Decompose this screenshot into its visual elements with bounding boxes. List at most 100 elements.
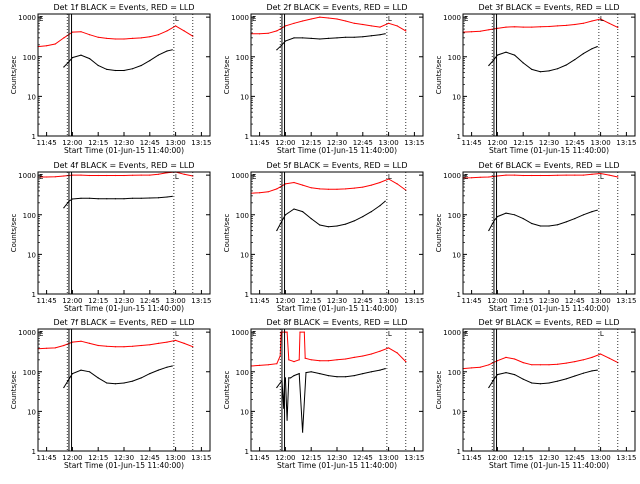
lld-point [63, 344, 65, 347]
panel-det-8: Det 8f BLACK = Events, RED = LLD E L 1 10 100… [223, 318, 424, 470]
y-tick-label: 1 [457, 448, 461, 456]
events-point [63, 386, 65, 389]
lld-point [284, 331, 286, 333]
events-point [574, 375, 576, 377]
events-point [557, 224, 559, 226]
x-tick-label: 12:45 [140, 297, 160, 305]
y-tick-label: 100 [236, 212, 249, 220]
lld-point [80, 340, 82, 342]
lld-point [479, 366, 481, 368]
x-tick-label: 13:00 [166, 454, 186, 462]
x-tick-label: 13:15 [616, 139, 636, 147]
x-tick-label: 12:30 [114, 139, 134, 147]
x-tick-label: 12:45 [353, 297, 373, 305]
y-tick-label: 1000 [231, 172, 249, 180]
x-tick-label: 12:00 [487, 139, 507, 147]
events-point [286, 419, 288, 421]
events-point [132, 197, 134, 199]
events-point [140, 64, 142, 67]
marker-e: E [252, 330, 256, 338]
lld-point [166, 341, 168, 343]
x-tick-label: 11:45 [250, 139, 270, 147]
lld-point [140, 174, 142, 176]
x-tick-label: 12:15 [513, 454, 533, 462]
panel-title: Det 8f BLACK = Events, RED = LLD [266, 318, 407, 327]
events-point [149, 197, 151, 199]
lld-point [345, 188, 347, 190]
events-point [336, 376, 338, 378]
y-tick-label: 1 [457, 291, 461, 299]
lld-point [123, 174, 125, 177]
events-point [591, 370, 593, 372]
lld-point [471, 31, 473, 33]
lld-point [353, 187, 355, 189]
x-tick-label: 12:30 [327, 139, 347, 147]
y-axis-label: Counts/sec [435, 56, 443, 95]
lld-point [591, 173, 593, 175]
x-tick-label: 13:15 [616, 297, 636, 305]
x-tick-label: 12:00 [487, 297, 507, 305]
events-point [114, 198, 116, 200]
events-point [565, 378, 567, 380]
lld-point [345, 358, 347, 360]
x-tick-label: 12:30 [114, 297, 134, 305]
lld-point [89, 174, 91, 177]
events-point [97, 64, 99, 67]
events-point [319, 373, 321, 375]
events-point [574, 59, 576, 61]
events-point [123, 69, 125, 72]
events-point [384, 200, 386, 202]
lld-point [379, 350, 381, 352]
lld-point [123, 38, 125, 40]
lld-series-line [251, 16, 407, 35]
marker-e: E [39, 330, 43, 338]
y-axis-label: Counts/sec [10, 214, 18, 253]
events-point [327, 375, 329, 377]
lld-point [531, 26, 533, 28]
x-axis-label: Start Time (01-Jun-15 11:40:00) [277, 304, 397, 313]
events-point [171, 365, 173, 367]
events-point [596, 46, 598, 48]
lld-point [488, 176, 490, 178]
events-point [505, 51, 507, 53]
events-point [488, 64, 490, 67]
lld-point [370, 353, 372, 355]
lld-point [370, 184, 372, 186]
panel-det-1: Det 1f BLACK = Events, RED = LLD E L 1 10 100… [10, 3, 211, 155]
marker-l: L [175, 173, 179, 181]
marker-l: L [388, 330, 392, 338]
panel-title: Det 1f BLACK = Events, RED = LLD [53, 3, 194, 12]
events-point [345, 223, 347, 225]
x-tick-label: 12:15 [301, 139, 321, 147]
events-point [298, 373, 300, 375]
events-point [71, 57, 73, 59]
lld-point [488, 29, 490, 31]
lld-point [336, 18, 338, 20]
lld-point [327, 360, 329, 362]
lld-point [280, 331, 282, 333]
x-axis-label: Start Time (01-Jun-15 11:40:00) [489, 461, 609, 470]
x-tick-label: 13:00 [591, 139, 611, 147]
lld-point [496, 27, 498, 29]
y-axis-label: Counts/sec [223, 371, 231, 410]
events-point [89, 197, 91, 199]
lld-point [582, 174, 585, 176]
lld-point [149, 174, 151, 176]
lld-point [183, 173, 185, 175]
events-point [305, 372, 307, 374]
lld-point [276, 30, 278, 32]
lld-point [132, 37, 134, 40]
lld-point [310, 187, 312, 189]
events-point [149, 60, 151, 62]
marker-l: L [388, 173, 392, 181]
x-tick-label: 13:15 [404, 139, 424, 147]
lld-series-line [250, 178, 407, 194]
events-point [384, 368, 386, 370]
events-point [310, 37, 312, 40]
events-point [565, 64, 567, 66]
lld-point [310, 359, 312, 361]
y-tick-label: 1000 [231, 14, 249, 22]
lld-point [149, 344, 151, 346]
lld-point [336, 359, 338, 361]
x-tick-label: 13:00 [379, 454, 399, 462]
